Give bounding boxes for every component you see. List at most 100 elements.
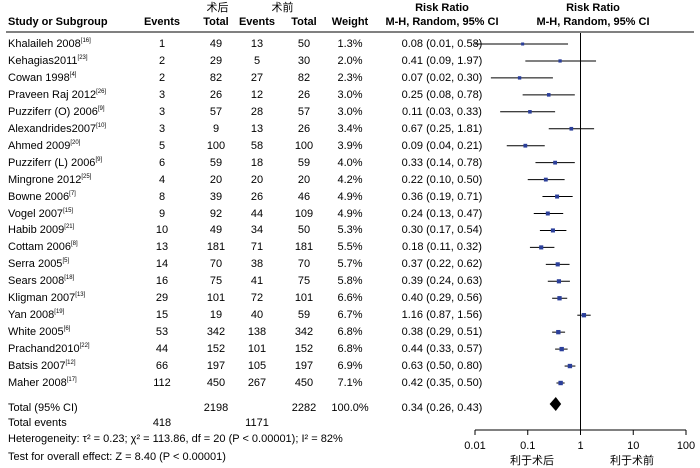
weight: 6.8% [337,343,363,356]
risk-ratio-ci: 0.07 (0.02, 0.30) [401,71,483,84]
group-header-pre-op: 术前 [271,2,294,14]
risk-ratio-ci: 0.22 (0.10, 0.50) [401,173,483,186]
risk-ratio-ci: 0.33 (0.14, 0.78) [401,156,483,169]
study-column-header: Study or Subgroup [8,16,108,28]
total-post: 49 [209,38,223,50]
study-name: Cowan 1998[4] [8,71,76,85]
total-pre: 82 [297,71,311,84]
weight: 6.9% [337,360,363,373]
total-pre: 197 [294,360,314,373]
total-pre: 50 [297,38,311,50]
total-post: 92 [209,207,223,220]
point-estimate-marker [556,329,561,335]
total-pre: 181 [294,241,314,254]
total-events-label: Total events [8,417,67,429]
total-post: 9 [212,122,220,135]
events-pre: 38 [250,258,264,271]
total-pre: 75 [297,275,311,288]
study-name-text: Maher 2008 [8,377,67,389]
events-pre: 71 [250,241,264,254]
reference-superscript: [19] [54,309,65,316]
point-estimate-marker [545,211,550,216]
study-name: Alexandrides2007[10] [8,122,106,136]
point-estimate-marker [558,59,562,63]
risk-ratio-ci: 0.25 (0.08, 0.78) [401,88,483,101]
study-name: Bowne 2006[7] [8,190,76,204]
total-post: 450 [206,377,226,389]
total-post: 19 [209,309,223,322]
total-pre: 70 [297,258,311,271]
total-post: 57 [209,105,223,118]
total-pre: 59 [297,156,311,169]
study-name: White 2005[6] [8,325,70,339]
risk-ratio-ci: 0.24 (0.13, 0.47) [401,207,483,220]
reference-superscript: [9] [95,156,103,163]
study-name: Prachand2010[22] [8,342,90,356]
events-pre: 105 [247,360,267,373]
reference-superscript: [18] [64,275,75,282]
plot-title: Risk Ratio [566,2,620,14]
events-pre: 267 [247,377,267,389]
total-pre: 26 [297,88,311,101]
reference-superscript: [8] [70,241,78,248]
total-post: 75 [209,275,223,288]
weight: 7.1% [337,377,363,389]
total-post: 100 [206,139,226,152]
total-weight: 100.0% [331,402,369,414]
total-post: 2198 [203,402,229,414]
total-pre-header: Total [291,16,317,28]
events-pre: 13 [250,38,264,50]
study-name: Khalaileh 2008[16] [8,37,91,51]
risk-ratio-column-title: Risk Ratio [415,2,469,14]
study-name-text: Yan 2008 [8,309,55,322]
events-post: 13 [155,241,169,254]
study-name: Vogel 2007[15] [8,207,73,221]
study-name-text: Bowne 2006 [8,190,70,203]
point-estimate-marker [539,245,544,250]
events-post: 3 [158,105,166,118]
total-pre: 342 [294,326,314,339]
risk-ratio-ci: 0.18 (0.11, 0.32) [402,241,482,254]
study-name: Puzziferr (L) 2006[9] [8,156,102,170]
study-name-text: Serra 2005 [8,258,63,271]
reference-superscript: [13] [75,292,86,299]
events-post: 3 [158,122,166,135]
events-pre-header: Events [238,16,276,28]
point-estimate-marker [546,93,551,97]
study-name-text: Puzziferr (O) 2006 [8,105,98,118]
study-name-text: Kligman 2007 [8,292,76,305]
total-pre: 20 [297,173,311,186]
point-estimate-marker [556,279,562,284]
total-post: 101 [206,292,226,305]
risk-ratio-ci: 0.44 (0.33, 0.57) [401,343,483,356]
study-name-text: Habib 2009 [8,224,65,237]
total-post: 26 [209,88,223,101]
weight: 6.7% [337,309,363,322]
favours-pre-op-label: 利于术前 [610,455,654,467]
point-estimate-marker [528,110,532,114]
risk-ratio-ci: 0.09 (0.04, 0.21) [401,139,483,152]
total-pre: 57 [297,105,311,118]
events-post: 29 [155,292,169,305]
total-pre: 26 [297,122,311,135]
events-post: 16 [155,275,169,288]
weight: 5.7% [337,258,363,271]
study-name-text: Ahmed 2009 [8,139,71,152]
pooled-diamond [549,397,562,411]
risk-ratio-ci: 0.30 (0.17, 0.54) [401,224,483,237]
events-post: 8 [158,190,166,203]
total-post: 82 [209,71,223,84]
study-name: Maher 2008[17] [8,376,77,390]
risk-ratio-ci: 0.40 (0.29, 0.56) [401,292,483,305]
risk-ratio-ci: 1.16 (0.87, 1.56) [401,309,483,322]
total-post: 342 [206,326,226,339]
study-name-text: White 2005 [8,326,64,339]
events-pre: 26 [250,190,264,203]
study-name-text: Vogel 2007 [8,207,64,220]
events-pre: 34 [250,224,264,237]
weight: 5.5% [337,241,363,254]
study-name-text: Sears 2008 [8,275,65,288]
reference-superscript: [21] [64,224,75,231]
study-name-text: Batsis 2007 [8,360,66,373]
point-estimate-marker [521,42,525,46]
